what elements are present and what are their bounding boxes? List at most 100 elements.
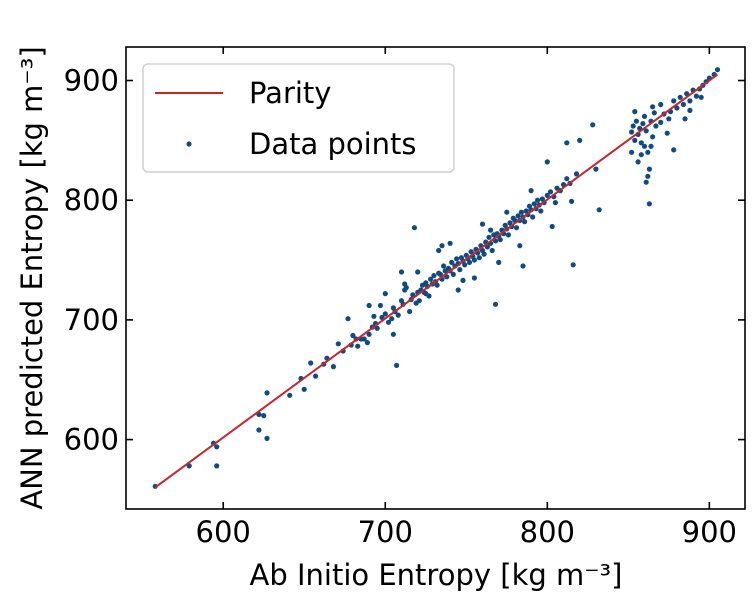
y-tick-label: 700	[64, 303, 119, 337]
data-point	[569, 198, 575, 204]
data-point	[479, 221, 486, 227]
data-point	[544, 159, 550, 165]
data-point	[366, 331, 372, 337]
data-point	[666, 116, 672, 122]
data-point	[390, 331, 396, 337]
data-point	[698, 94, 704, 100]
data-point	[416, 298, 422, 304]
data-point	[693, 93, 700, 99]
data-point	[439, 243, 445, 249]
data-point	[434, 282, 440, 288]
data-point	[407, 308, 413, 315]
y-tick-label: 600	[64, 423, 119, 457]
data-point	[471, 257, 477, 263]
data-point	[658, 101, 664, 108]
data-point	[648, 143, 654, 149]
data-point	[640, 121, 646, 127]
parity-line-layer	[154, 73, 719, 489]
data-point	[664, 130, 670, 136]
data-point	[564, 176, 570, 182]
data-point	[564, 140, 570, 146]
data-point	[505, 232, 511, 238]
data-point	[650, 134, 656, 140]
data-point	[570, 262, 576, 268]
data-point	[301, 386, 307, 392]
data-point	[517, 243, 523, 249]
data-point	[313, 373, 319, 379]
data-point	[645, 149, 651, 155]
data-point	[468, 249, 474, 255]
data-point	[402, 281, 408, 287]
data-point	[486, 234, 492, 240]
data-point	[214, 463, 220, 469]
data-point	[633, 118, 640, 124]
data-point	[674, 105, 680, 111]
data-point	[489, 247, 495, 254]
data-point	[471, 275, 477, 281]
data-point	[308, 360, 314, 366]
data-point	[460, 277, 466, 283]
y-axis-label: ANN predicted Entropy [kg m⁻³]	[15, 46, 49, 509]
data-point	[547, 189, 554, 195]
data-point	[350, 332, 356, 339]
data-point	[513, 225, 520, 231]
data-point	[261, 413, 267, 419]
y-tick-label: 900	[64, 64, 119, 98]
data-point	[530, 214, 536, 220]
data-point	[515, 213, 521, 219]
data-point	[398, 269, 405, 275]
data-point	[641, 143, 648, 149]
data-point	[335, 341, 341, 347]
data-point	[330, 364, 336, 370]
plot-frame	[125, 46, 746, 510]
data-point	[552, 200, 559, 206]
data-point	[573, 171, 580, 177]
data-point	[528, 188, 534, 194]
data-point	[496, 259, 502, 265]
data-point	[671, 98, 677, 104]
data-point	[687, 107, 693, 113]
data-point	[488, 227, 494, 233]
data-point	[374, 325, 380, 331]
data-point	[544, 192, 550, 198]
data-point	[653, 123, 659, 129]
data-point	[437, 271, 443, 277]
data-point	[682, 116, 688, 122]
x-tick-label: 600	[196, 515, 251, 549]
data-point	[650, 104, 656, 110]
data-point	[355, 343, 361, 349]
data-point	[457, 267, 463, 273]
data-point	[629, 129, 635, 135]
data-point	[415, 269, 421, 275]
data-point	[641, 113, 648, 119]
data-point	[462, 262, 468, 268]
data-point	[287, 392, 293, 398]
data-point	[455, 287, 461, 293]
data-point	[549, 223, 555, 230]
data-point	[481, 251, 487, 257]
data-point	[635, 159, 641, 165]
data-point	[264, 390, 270, 396]
data-point	[504, 209, 510, 215]
data-point	[531, 201, 537, 207]
ticks-layer	[126, 47, 745, 509]
data-point	[671, 147, 677, 153]
legend-parity-label: Parity	[249, 76, 331, 110]
data-point	[643, 128, 649, 134]
data-point	[256, 427, 262, 433]
data-point	[677, 94, 683, 100]
data-point	[441, 263, 447, 269]
data-point	[593, 166, 599, 172]
data-point	[377, 302, 383, 309]
data-point	[449, 259, 455, 265]
data-point	[590, 122, 596, 128]
x-tick-label: 800	[520, 515, 575, 549]
data-point	[497, 237, 503, 243]
data-point	[428, 276, 434, 282]
data-point	[366, 302, 372, 309]
x-tick-label: 900	[682, 515, 737, 549]
x-tick-label: 700	[358, 515, 413, 549]
data-point	[638, 152, 644, 158]
